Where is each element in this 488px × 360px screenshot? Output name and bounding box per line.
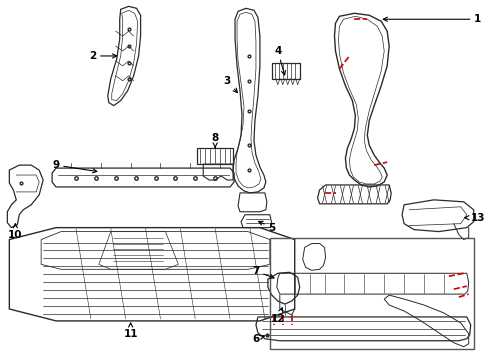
Bar — [269, 238, 473, 349]
Text: 6: 6 — [252, 334, 264, 344]
Text: 11: 11 — [123, 323, 138, 339]
Text: 12: 12 — [270, 308, 285, 324]
Text: 1: 1 — [383, 14, 480, 24]
Text: 7: 7 — [252, 266, 273, 278]
Text: 2: 2 — [89, 51, 117, 61]
Text: 3: 3 — [223, 76, 237, 93]
Text: 5: 5 — [258, 221, 275, 233]
Text: 4: 4 — [274, 46, 285, 75]
Text: 9: 9 — [52, 160, 97, 173]
Text: 8: 8 — [211, 133, 218, 148]
Text: 10: 10 — [8, 224, 22, 239]
Text: 13: 13 — [464, 213, 484, 223]
